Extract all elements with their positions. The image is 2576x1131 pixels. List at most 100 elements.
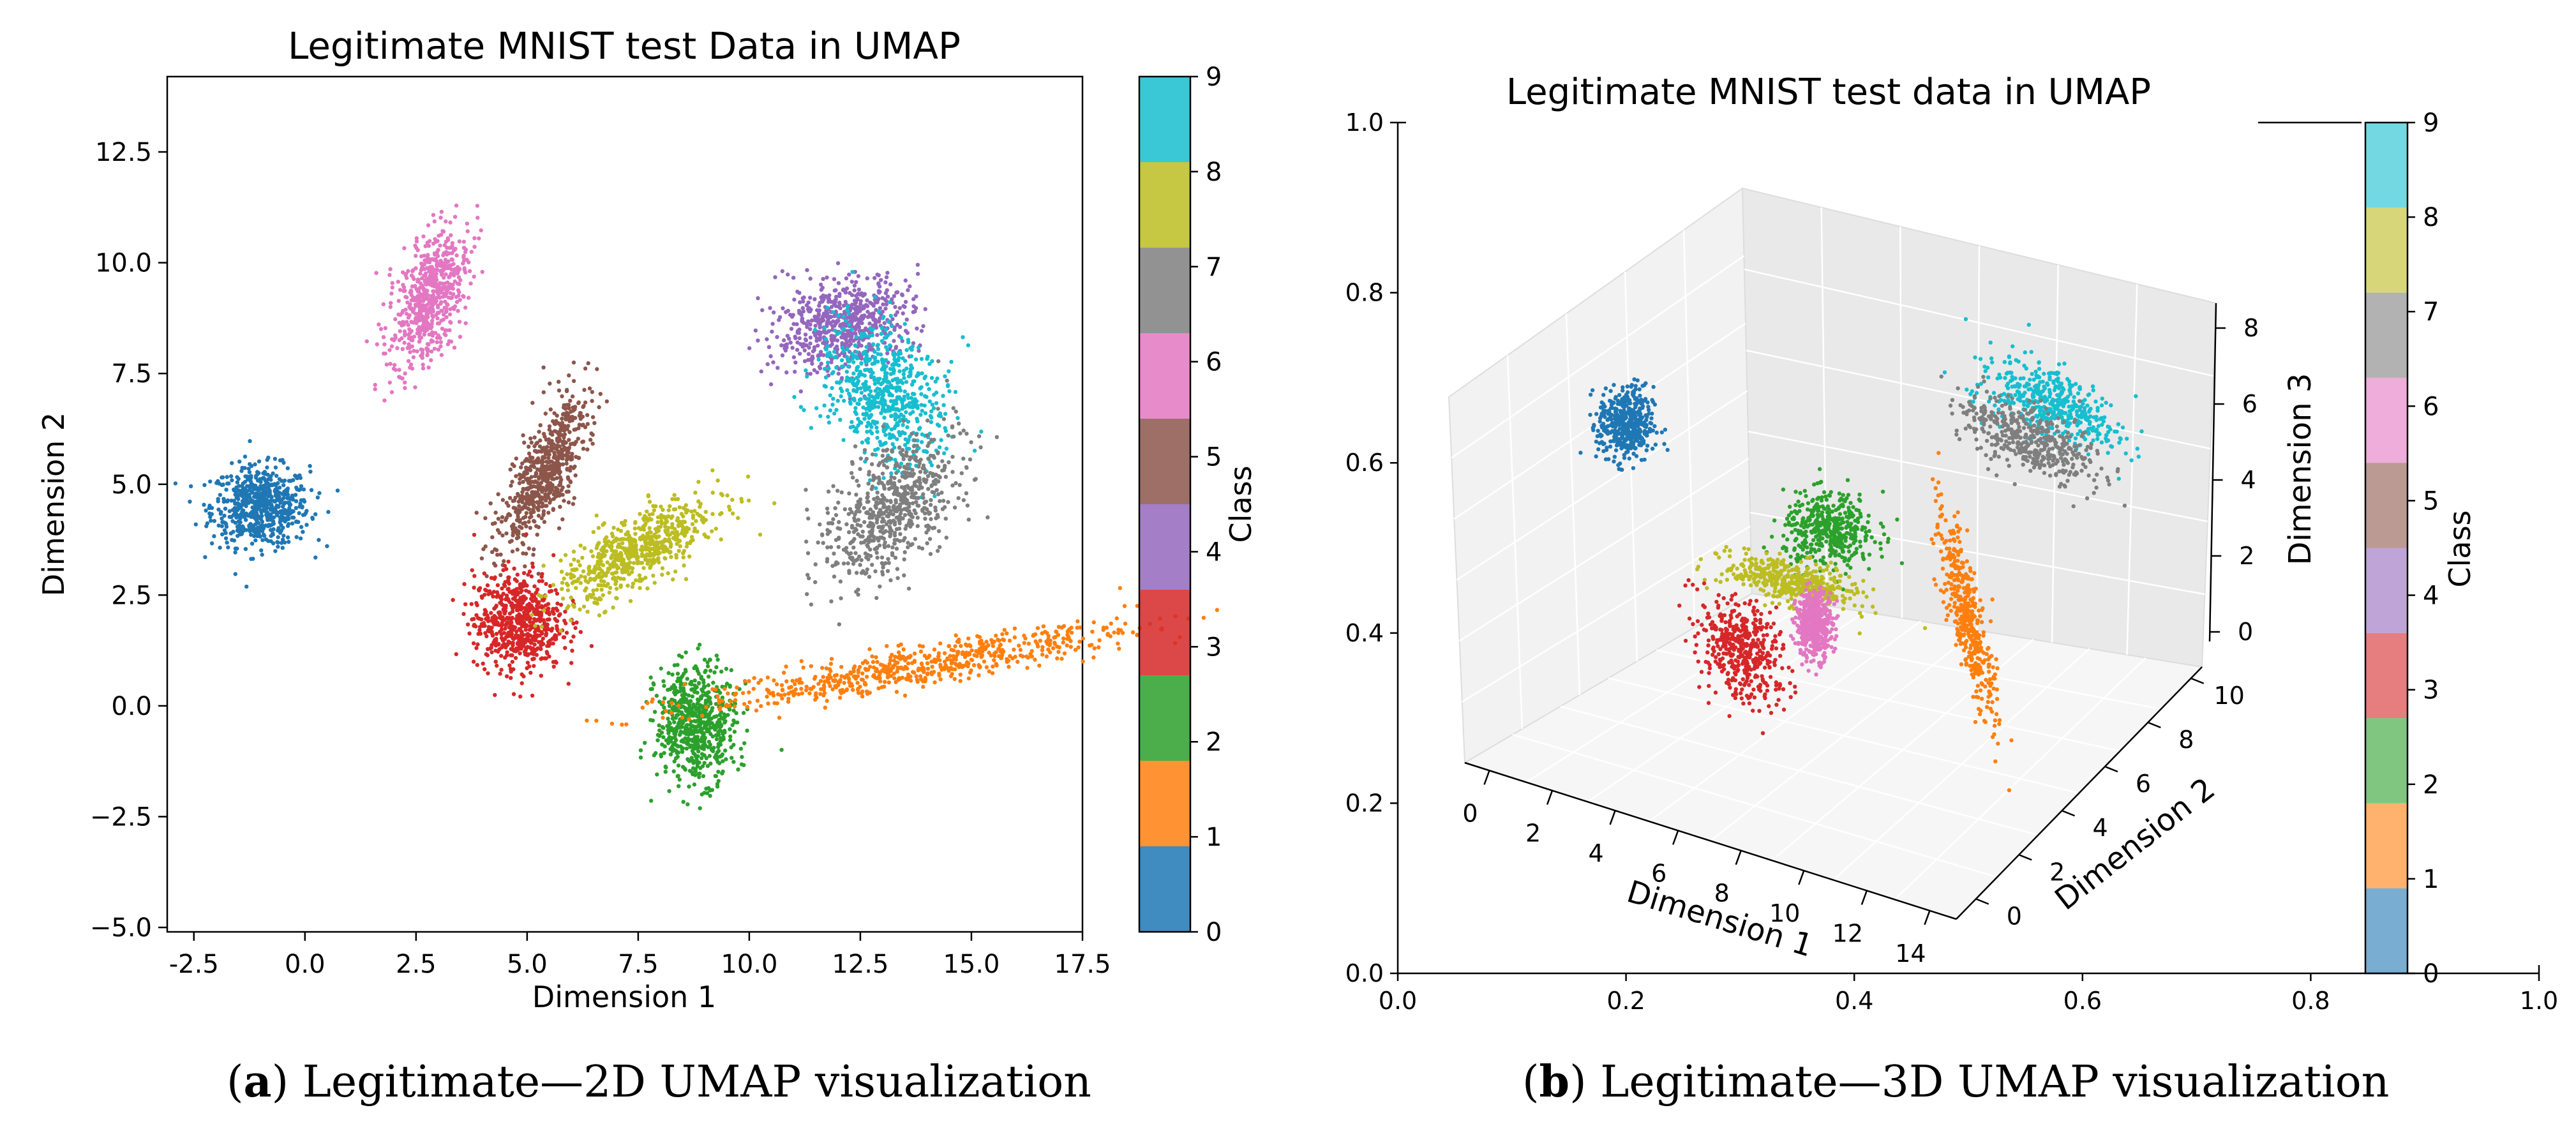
chart-2d-point [433, 267, 438, 273]
chart-2d-point [682, 563, 686, 568]
chart-2d-point [470, 568, 474, 573]
chart-2d-point [693, 752, 697, 757]
chart-2d-point [565, 450, 569, 454]
chart-2d-point [638, 586, 642, 590]
chart-2d-point [835, 338, 840, 343]
chart-2d-point [423, 244, 428, 248]
chart-2d-point [723, 748, 728, 753]
chart-2d-point [883, 297, 887, 302]
chart-2d-point [545, 445, 550, 449]
chart-2d-point [574, 440, 578, 444]
chart-2d-point [667, 537, 671, 541]
chart-2d-point [398, 329, 402, 334]
chart-2d-point [248, 479, 253, 484]
chart-2d-point [588, 578, 593, 582]
chart-2d-point [484, 652, 488, 657]
chart-2d-point [438, 344, 443, 348]
chart-2d-point [527, 520, 531, 524]
chart-2d-point [389, 390, 394, 394]
chart-2d-point [287, 539, 291, 544]
chart-2d-point [647, 500, 652, 504]
chart-2d-point [426, 347, 430, 352]
chart-2d-point [966, 343, 971, 348]
chart-2d-point [259, 548, 264, 553]
chart-2d-point [772, 310, 776, 315]
chart-2d-point [689, 709, 694, 714]
chart-2d-point [258, 477, 262, 481]
chart-2d-point [515, 573, 520, 577]
chart-2d-point [583, 400, 588, 405]
chart-2d-point [747, 498, 751, 503]
chart-2d-point [538, 618, 543, 624]
chart-2d-point [510, 549, 515, 554]
chart-2d-point [640, 560, 645, 565]
chart-2d-point [510, 659, 514, 664]
chart-2d-point [426, 253, 430, 257]
chart-2d-point [573, 427, 578, 431]
chart-2d-point [668, 550, 673, 554]
chart-2d-point [618, 585, 623, 589]
chart-2d-point [555, 591, 560, 596]
chart-2d-point [656, 556, 661, 560]
chart-2d-point [728, 734, 733, 739]
chart-2d-point [300, 504, 304, 509]
chart-2d-point [671, 536, 676, 541]
chart-2d-point [541, 365, 546, 370]
chart-2d-point [509, 539, 514, 543]
chart-2d-point [400, 310, 405, 315]
chart-2d-point [271, 498, 276, 503]
chart-2d-point [529, 574, 534, 579]
chart-2d-point [539, 657, 543, 661]
chart-2d-point [689, 687, 694, 692]
chart-2d-point [879, 278, 883, 282]
chart-2d-point [218, 545, 222, 550]
chart-2d-point [637, 573, 642, 578]
chart-2d-point [826, 414, 830, 419]
chart-2d-point [527, 451, 532, 456]
chart-2d-point [499, 668, 504, 672]
chart-2d-point [406, 359, 411, 363]
chart-2d-point [546, 440, 551, 446]
chart-2d-point [525, 635, 530, 640]
chart-2d-point [541, 513, 546, 517]
chart-2d-point [435, 252, 439, 257]
chart-2d-point [396, 312, 401, 317]
chart-2d-point [411, 310, 416, 314]
chart-2d-point [871, 342, 876, 347]
chart-2d-point [556, 454, 561, 459]
chart-2d-point [485, 583, 490, 588]
chart-2d-point [429, 349, 434, 354]
chart-2d-point [678, 725, 683, 730]
chart-2d-point [668, 504, 672, 509]
chart-2d-point [543, 656, 547, 661]
chart-2d-point [294, 506, 298, 511]
chart-2d-point [819, 287, 824, 292]
chart-2d-point [900, 293, 905, 297]
chart-2d-point [684, 746, 689, 751]
chart-2d-point [281, 460, 286, 465]
chart-2d-point [301, 513, 306, 517]
chart-2d-point [490, 615, 495, 620]
chart-2d-point [979, 430, 984, 434]
chart-2d-point [266, 455, 271, 460]
chart-2d-point [498, 552, 503, 557]
chart-2d-point [791, 276, 796, 280]
chart-2d-point [685, 740, 689, 744]
chart-2d-point [498, 671, 502, 676]
chart-2d-point [426, 276, 431, 281]
chart-2d-point [901, 311, 906, 316]
chart-2d-point [418, 271, 423, 276]
chart-2d-point [643, 536, 648, 541]
chart-2d-point [401, 270, 405, 274]
chart-2d-point [722, 712, 726, 717]
chart-2d-point [447, 274, 452, 279]
chart-2d-point [703, 668, 708, 673]
chart-2d-point [672, 493, 677, 497]
chart-2d-point [786, 308, 790, 313]
chart-2d-point [576, 437, 580, 441]
chart-2d-point [225, 475, 229, 479]
chart-2d-point [209, 541, 214, 546]
chart-2d-point [834, 294, 839, 299]
chart-2d-point [901, 372, 906, 377]
chart-2d-point [523, 627, 528, 632]
